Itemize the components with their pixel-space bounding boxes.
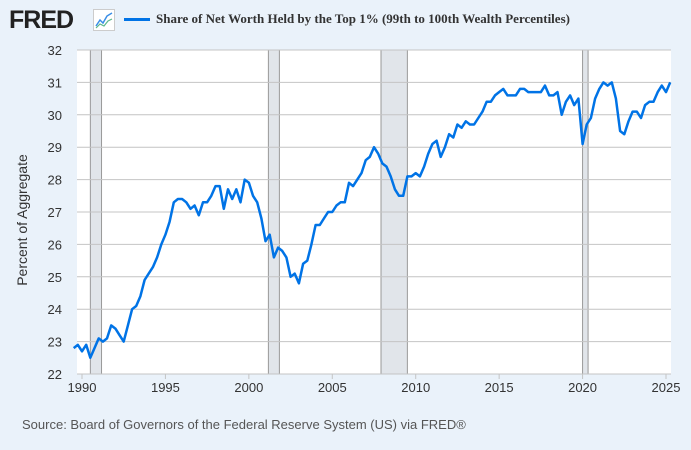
y-tick-label: 30 bbox=[48, 108, 62, 123]
x-tick-label: 1990 bbox=[68, 380, 97, 395]
x-tick-label: 2025 bbox=[652, 380, 681, 395]
series-line bbox=[72, 81, 672, 360]
y-tick-label: 31 bbox=[48, 75, 62, 90]
y-tick-label: 25 bbox=[48, 270, 62, 285]
chart-line-icon bbox=[93, 9, 115, 31]
y-tick-label: 28 bbox=[48, 173, 62, 188]
x-tick-label: 2010 bbox=[401, 380, 430, 395]
y-tick-label: 22 bbox=[48, 367, 62, 382]
fred-logo[interactable]: FRED bbox=[9, 6, 74, 34]
y-tick-label: 24 bbox=[48, 302, 62, 317]
x-tick-label: 2015 bbox=[485, 380, 514, 395]
x-tick-label: 1995 bbox=[151, 380, 180, 395]
y-tick-label: 27 bbox=[48, 205, 62, 220]
chart: 22 23 24 25 26 27 28 29 30 31 32 1990 1995 2000 2005 20… bbox=[48, 43, 681, 395]
x-tick-label: 2000 bbox=[234, 380, 263, 395]
y-tick-label: 32 bbox=[48, 43, 62, 58]
x-tick-label: 2020 bbox=[568, 380, 597, 395]
legend-label: Share of Net Worth Held by the Top 1% (9… bbox=[156, 11, 570, 26]
legend-swatch bbox=[124, 17, 150, 21]
legend: Share of Net Worth Held by the Top 1% (9… bbox=[124, 11, 570, 27]
source-note: Source: Board of Governors of the Federa… bbox=[22, 417, 466, 432]
y-tick-label: 26 bbox=[48, 237, 62, 252]
y-tick-label: 29 bbox=[48, 140, 62, 155]
x-tick-label: 2005 bbox=[318, 380, 347, 395]
y-tick-label: 23 bbox=[48, 335, 62, 350]
